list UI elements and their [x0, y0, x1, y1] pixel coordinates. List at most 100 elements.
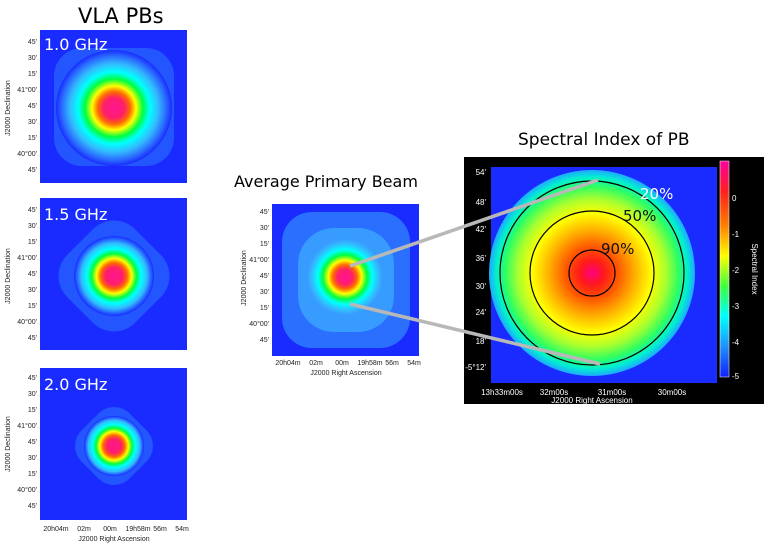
svg-text:45': 45' [28, 439, 37, 446]
dec-axis-label: J2000 Declination [5, 416, 12, 472]
svg-text:30': 30' [28, 119, 37, 126]
svg-text:36': 36' [476, 254, 487, 263]
svg-text:31m00s: 31m00s [598, 388, 626, 397]
svg-text:54m: 54m [175, 526, 189, 533]
beam-pattern [56, 50, 172, 166]
svg-text:-3: -3 [732, 302, 740, 311]
svg-text:30': 30' [28, 223, 37, 230]
contour-label-50: 50% [623, 207, 656, 225]
svg-text:15': 15' [28, 471, 37, 478]
svg-text:-5°12': -5°12' [465, 363, 486, 372]
svg-text:-4: -4 [732, 338, 740, 347]
si-dec-axis-ticks: 54' 48' 42' 36' 30' 24' 18' -5°12' [465, 168, 486, 372]
dec-axis-label: J2000 Declination [5, 80, 12, 136]
svg-text:41°00': 41°00' [17, 422, 37, 430]
svg-text:45': 45' [260, 273, 269, 280]
svg-text:56m: 56m [153, 526, 167, 533]
svg-text:54': 54' [476, 168, 487, 177]
svg-text:45': 45' [260, 337, 269, 344]
svg-text:45': 45' [28, 207, 37, 214]
dec-axis-ticks: 45' 30' 15' 41°00' 45' 30' 15' 40°00' 45… [17, 39, 37, 174]
beam-plot-2ghz: 2.0 GHz 45' 30' 15' 41°00' 45' 30' 15' 4… [5, 368, 189, 543]
svg-text:00m: 00m [103, 526, 117, 533]
dec-axis-ticks: 45' 30' 15' 41°00' 45' 30' 15' 40°00' 45… [249, 209, 269, 344]
svg-text:45': 45' [28, 167, 37, 174]
beam-pattern [74, 236, 154, 316]
dec-axis-label: J2000 Declination [241, 250, 248, 306]
svg-text:45': 45' [28, 39, 37, 46]
svg-text:18': 18' [476, 337, 487, 346]
right-title: Spectral Index of PB [518, 130, 690, 150]
colorbar-label: Spectral Index [750, 243, 759, 294]
si-ra-axis-ticks: 13h33m00s 32m00s 31m00s 30m00s [481, 388, 686, 397]
ra-axis-label: J2000 Right Ascension [78, 536, 149, 543]
svg-text:-1: -1 [732, 230, 740, 239]
svg-text:15': 15' [28, 135, 37, 142]
contour-50pct [529, 210, 655, 336]
svg-text:40°00': 40°00' [249, 320, 269, 328]
frequency-label: 1.5 GHz [44, 205, 107, 224]
svg-text:24': 24' [476, 308, 487, 317]
svg-text:00m: 00m [335, 360, 349, 367]
svg-text:15': 15' [260, 305, 269, 312]
svg-text:45': 45' [28, 375, 37, 382]
svg-text:30': 30' [28, 55, 37, 62]
svg-text:15': 15' [28, 71, 37, 78]
svg-text:15': 15' [28, 303, 37, 310]
svg-text:32m00s: 32m00s [540, 388, 568, 397]
svg-text:30': 30' [260, 225, 269, 232]
svg-text:45': 45' [28, 503, 37, 510]
svg-text:-5: -5 [732, 372, 740, 381]
beam-pattern [307, 239, 383, 315]
frequency-label: 1.0 GHz [44, 35, 107, 54]
svg-text:20h04m: 20h04m [275, 360, 300, 367]
svg-text:40°00': 40°00' [17, 150, 37, 158]
svg-text:19h58m: 19h58m [357, 360, 382, 367]
svg-text:15': 15' [260, 241, 269, 248]
svg-text:30': 30' [28, 391, 37, 398]
svg-text:-2: -2 [732, 266, 740, 275]
svg-text:15': 15' [28, 407, 37, 414]
svg-text:45': 45' [260, 209, 269, 216]
colorbar-ticks: 0 -1 -2 -3 -4 -5 [732, 194, 740, 381]
beam-plot-1-5ghz: 1.5 GHz 45' 30' 15' 41°00' 45' 30' 15' 4… [5, 198, 187, 350]
svg-text:41°00': 41°00' [249, 256, 269, 264]
svg-text:30': 30' [476, 282, 487, 291]
middle-title: Average Primary Beam [234, 172, 418, 191]
svg-text:0: 0 [732, 194, 737, 203]
dec-axis-ticks: 45' 30' 15' 41°00' 45' 30' 15' 40°00' 45… [17, 207, 37, 342]
svg-text:45': 45' [28, 335, 37, 342]
colorbar [719, 160, 730, 378]
svg-text:02m: 02m [309, 360, 323, 367]
average-beam-plot: 45' 30' 15' 41°00' 45' 30' 15' 40°00' 45… [241, 204, 421, 377]
svg-text:45': 45' [28, 271, 37, 278]
svg-text:41°00': 41°00' [17, 254, 37, 262]
left-title: VLA PBs [78, 4, 164, 28]
dec-axis-ticks: 45' 30' 15' 41°00' 45' 30' 15' 40°00' 45… [17, 375, 37, 510]
svg-text:02m: 02m [77, 526, 91, 533]
svg-text:30': 30' [28, 287, 37, 294]
contour-label-20: 20% [640, 185, 673, 203]
svg-text:45': 45' [28, 103, 37, 110]
contour-label-90: 90% [601, 240, 634, 258]
ra-axis-ticks: 20h04m 02m 00m 19h58m 56m 54m [43, 526, 189, 533]
svg-text:15': 15' [28, 239, 37, 246]
svg-text:19h58m: 19h58m [125, 526, 150, 533]
connector-line-upper [349, 178, 599, 268]
frequency-label: 2.0 GHz [44, 375, 107, 394]
dec-axis-label: J2000 Declination [5, 248, 12, 304]
svg-text:41°00': 41°00' [17, 86, 37, 94]
svg-text:13h33m00s: 13h33m00s [481, 388, 523, 397]
svg-text:56m: 56m [385, 360, 399, 367]
svg-text:30': 30' [28, 455, 37, 462]
svg-text:54m: 54m [407, 360, 421, 367]
spectral-index-map [489, 170, 695, 376]
beam-pattern [84, 416, 144, 476]
ra-axis-label: J2000 Right Ascension [310, 370, 381, 377]
beam-plot-1ghz: 1.0 GHz 45' 30' 15' 41°00' 45' 30' 15' 4… [5, 30, 187, 183]
ra-axis-ticks: 20h04m 02m 00m 19h58m 56m 54m [275, 360, 421, 367]
svg-text:30m00s: 30m00s [658, 388, 686, 397]
connector-line-lower [349, 302, 601, 366]
svg-text:40°00': 40°00' [17, 486, 37, 494]
